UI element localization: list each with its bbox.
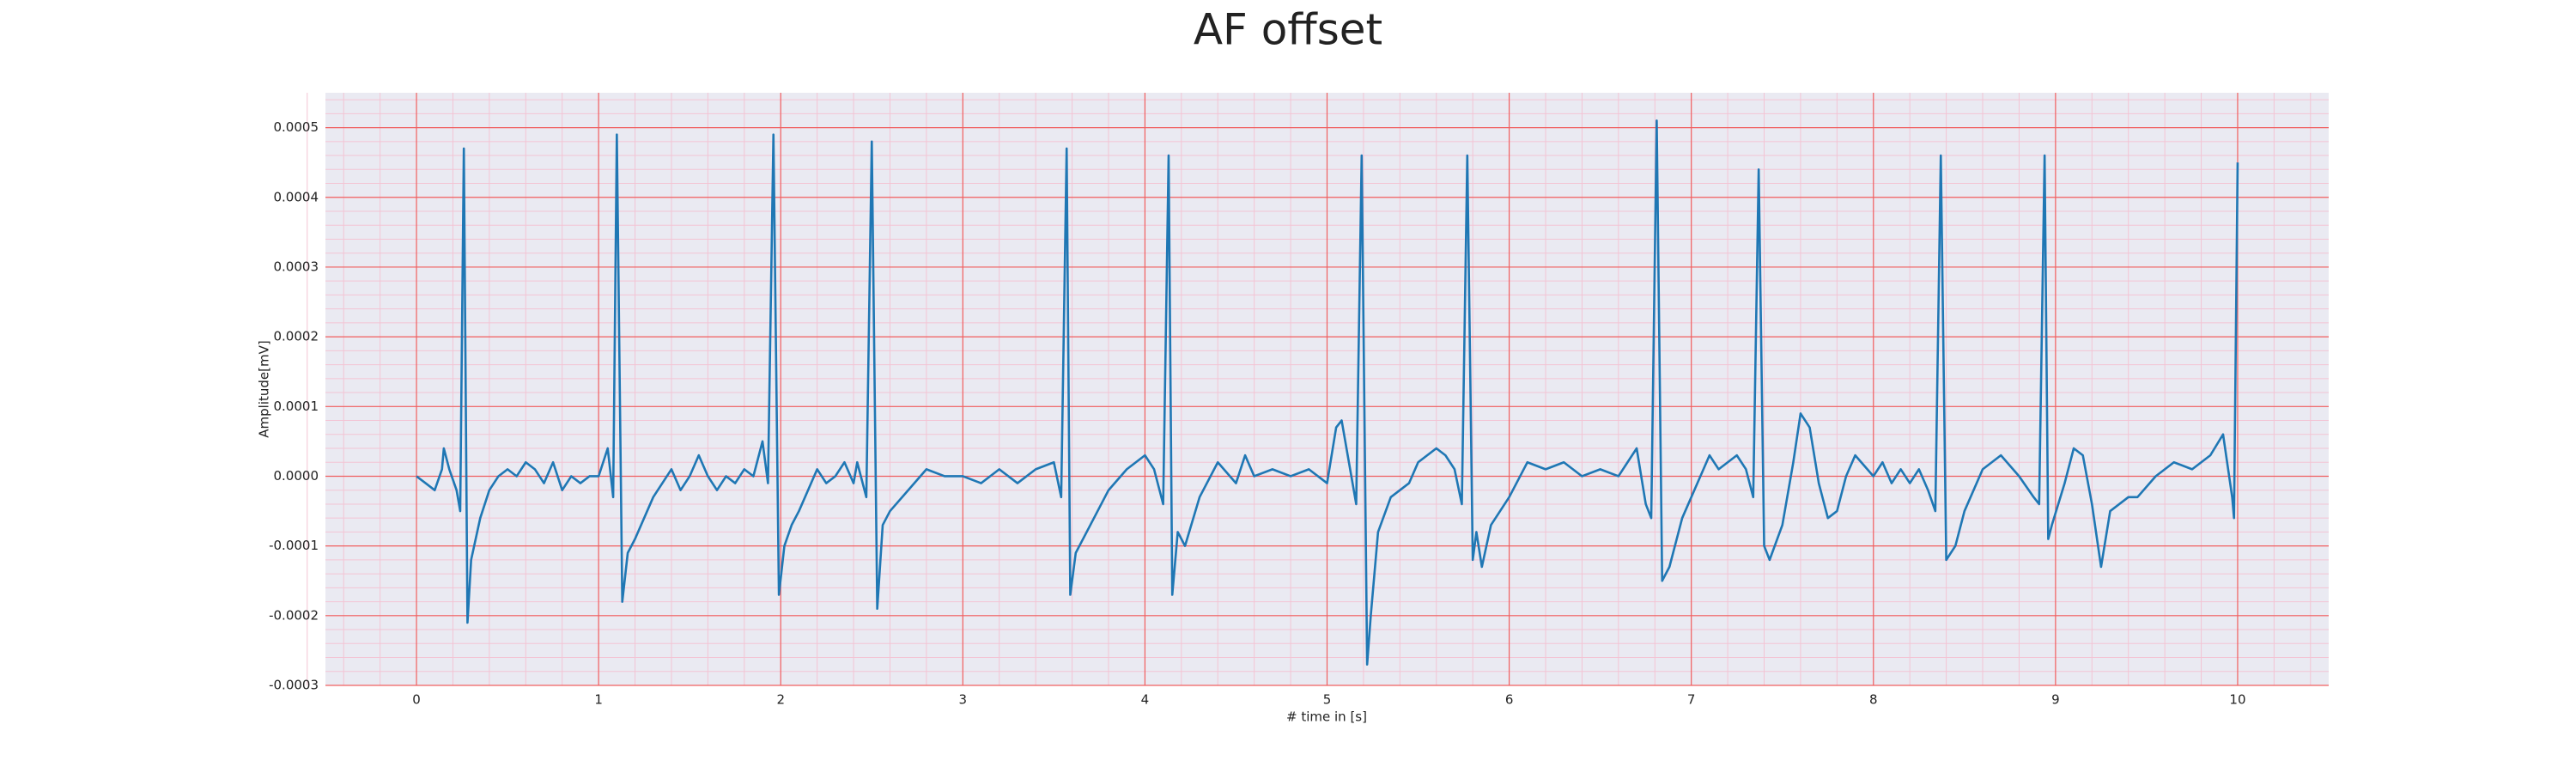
y-tick-label: -0.0002 [269,607,319,623]
x-tick-label: 4 [1141,692,1150,708]
line-series [416,119,2239,666]
x-tick-label: 2 [776,692,785,708]
y-tick-label: -0.0003 [269,678,319,693]
y-tick-label: 0.0002 [274,329,319,344]
y-tick-label: 0.0005 [274,119,319,135]
chart-title: AF offset [1194,5,1382,55]
y-tick-label: 0.0001 [274,399,319,414]
y-tick-label: -0.0001 [269,538,319,553]
x-tick-label: 10 [2229,692,2245,708]
x-tick-label: 9 [2051,692,2060,708]
x-tick-label: 8 [1869,692,1878,708]
x-axis-label: # time in [s] [1286,709,1367,725]
y-tick-label: 0.0004 [274,189,319,204]
y-tick-label: 0.0003 [274,259,319,274]
x-tick-label: 7 [1687,692,1696,708]
x-tick-label: 1 [594,692,603,708]
x-tick-label: 6 [1505,692,1514,708]
x-tick-label: 5 [1323,692,1332,708]
x-tick-label: 0 [412,692,421,708]
y-tick-label: 0.0000 [274,468,319,484]
x-tick-label: 3 [959,692,968,708]
y-axis-label: Amplitude[mV] [257,340,272,437]
